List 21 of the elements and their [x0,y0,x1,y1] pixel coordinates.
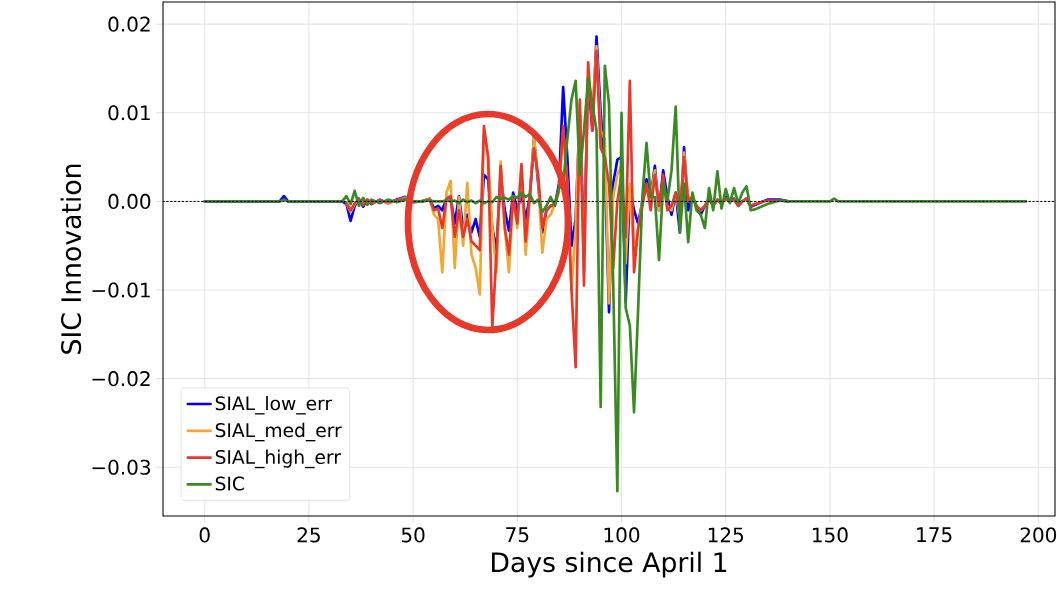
x-tick-label: 150 [813,527,848,543]
legend-label: SIAL_low_err [215,395,333,415]
x-axis-title: Days since April 1 [492,551,727,578]
x-tick-label: 100 [604,527,640,543]
legend-label: SIC [215,476,244,491]
y-tick-label: 0.00 [108,193,151,209]
legend-label: SIAL_high_err [215,449,341,469]
x-tick-label: 0 [199,527,210,543]
y-tick-label: 0.01 [108,105,150,121]
x-tick-label: 125 [708,527,744,543]
y-tick-label: −0.02 [92,371,150,387]
y-tick-label: −0.01 [92,282,150,298]
y-tick-label: 0.02 [108,16,150,32]
y-axis-title: SIC Innovation [60,164,82,354]
y-tick-label: −0.03 [92,459,151,475]
x-tick-label: 50 [401,527,425,543]
x-tick-label: 75 [506,527,529,543]
legend-label: SIAL_med_err [215,422,342,442]
x-tick-label: 25 [297,527,320,543]
x-tick-label: 200 [1020,527,1057,543]
x-tick-label: 175 [917,527,952,543]
